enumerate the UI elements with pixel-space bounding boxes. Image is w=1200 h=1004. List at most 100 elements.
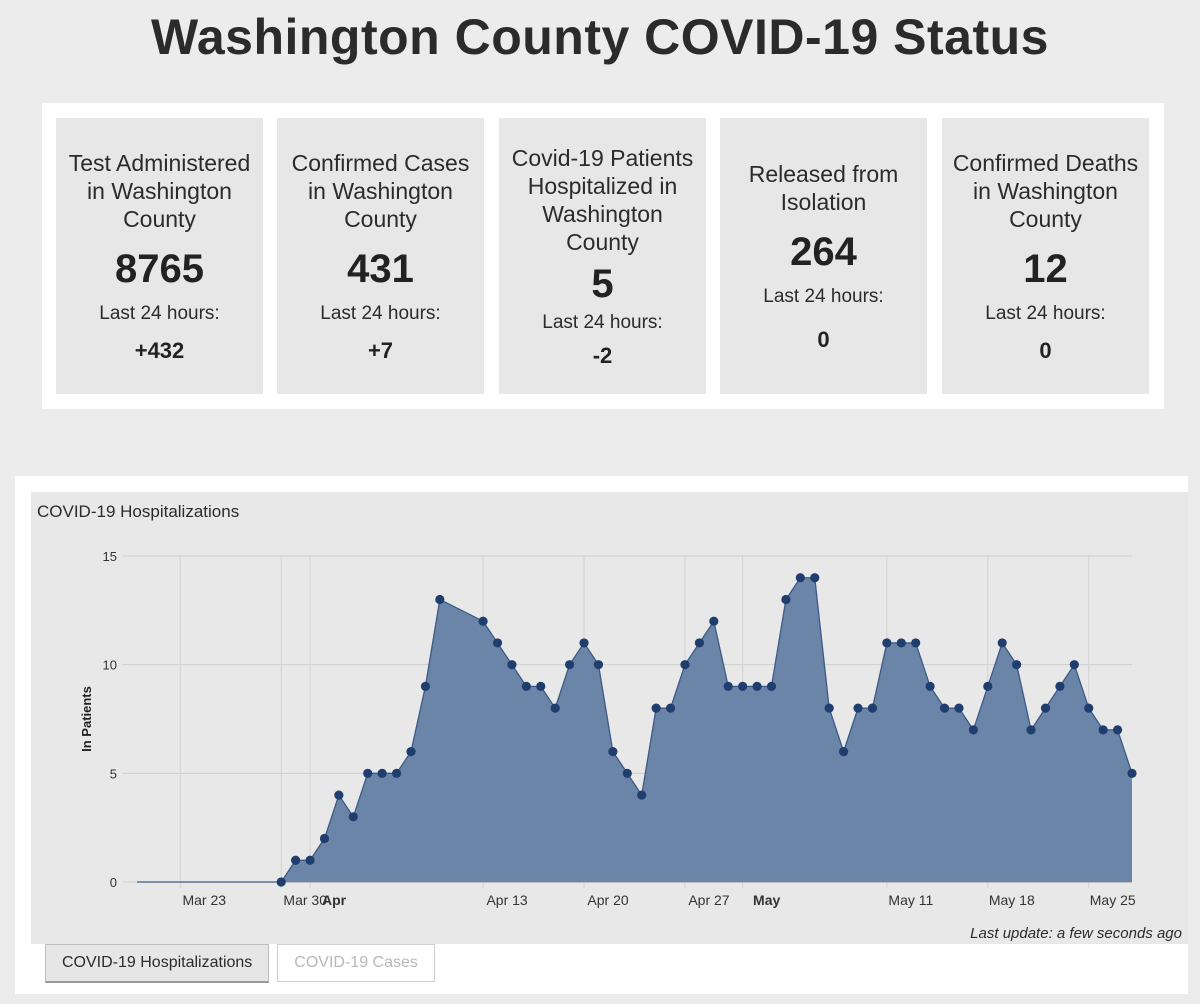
data-point [709, 616, 719, 626]
data-point [853, 703, 863, 713]
stat-label: Released from Isolation [748, 161, 899, 215]
data-point [665, 703, 676, 713]
y-tick-label: 5 [110, 766, 117, 781]
y-axis-label: In Patients [79, 686, 94, 752]
data-point [565, 660, 575, 670]
data-point [521, 681, 531, 691]
data-point [766, 681, 777, 691]
stat-card-cases: Confirmed Cases in Washington County 431… [277, 118, 484, 394]
chart-panel: 0 5 10 15 Mar 23 Mar 30 Apr Apr 13 Apr 20 Apr 27 M… [15, 476, 1188, 994]
data-point [752, 681, 762, 691]
data-point [867, 703, 878, 713]
y-tick-label: 10 [103, 658, 117, 673]
data-point [1012, 660, 1022, 670]
stat-delta: +432 [134, 338, 185, 363]
data-point [593, 660, 604, 670]
y-tick-label: 0 [110, 875, 117, 890]
data-point [478, 616, 488, 626]
data-point [723, 681, 733, 691]
data-point [334, 790, 344, 800]
data-point [925, 681, 935, 691]
data-point [997, 638, 1007, 648]
stat-sub-label: Last 24 hours: [320, 303, 441, 324]
data-point [1026, 725, 1036, 735]
stat-label: Confirmed Deaths in Washington County [952, 150, 1139, 232]
data-point [1127, 768, 1137, 778]
chart-title: COVID-19 Hospitalizations [37, 502, 240, 521]
stat-value: 264 [790, 230, 857, 274]
data-point [896, 638, 906, 648]
x-tick-label: Mar 30 [283, 892, 327, 908]
data-point [363, 768, 373, 778]
data-point [939, 703, 950, 713]
data-point [492, 638, 503, 648]
data-point [406, 747, 416, 757]
data-point [1084, 703, 1094, 713]
stat-value: 8765 [115, 247, 204, 291]
x-tick-label: May 18 [989, 892, 1035, 908]
data-point [1069, 660, 1079, 670]
x-tick-label: Apr 13 [486, 892, 527, 908]
data-point [911, 638, 921, 648]
stat-delta: +7 [367, 338, 394, 363]
data-point [968, 725, 978, 735]
data-point [377, 768, 387, 778]
x-tick-label: Apr [322, 892, 347, 908]
tab-hospitalizations[interactable]: COVID-19 Hospitalizations [45, 944, 270, 983]
stat-sub-label: Last 24 hours: [985, 303, 1106, 324]
data-point [391, 768, 402, 778]
stat-card-hospitalized: Covid-19 Patients Hospitalized in Washin… [499, 118, 706, 394]
stat-card-released: Released from Isolation 264 Last 24 hour… [720, 118, 927, 394]
data-point [1055, 681, 1065, 691]
stat-card-tests: Test Administered in Washington County 8… [56, 118, 263, 394]
data-point [651, 703, 661, 713]
data-point [882, 638, 892, 648]
stat-label: Confirmed Cases in Washington County [291, 150, 470, 232]
data-point [319, 833, 330, 844]
stat-sub-label: Last 24 hours: [99, 303, 220, 324]
data-point [810, 573, 820, 583]
data-point [795, 573, 805, 583]
stat-delta: 0 [1039, 338, 1052, 363]
data-point [579, 638, 589, 648]
data-point [291, 855, 301, 865]
y-tick-label: 15 [103, 549, 117, 564]
last-update-text: Last update: a few seconds ago [970, 925, 1182, 942]
data-point [536, 681, 546, 691]
data-point [954, 703, 964, 713]
data-point [435, 594, 445, 605]
stat-value: 431 [347, 247, 414, 291]
chart-area: 0 5 10 15 Mar 23 Mar 30 Apr Apr 13 Apr 20 Apr 27 M… [31, 492, 1188, 944]
x-tick-label: Mar 23 [182, 892, 226, 908]
data-point [550, 703, 560, 713]
data-point [738, 681, 748, 691]
stat-delta: 0 [817, 327, 830, 352]
data-point [694, 638, 704, 648]
series-area [137, 577, 1132, 882]
data-point [637, 790, 647, 800]
stat-value: 12 [1023, 247, 1068, 291]
x-tick-label: Apr 20 [587, 892, 628, 908]
x-tick-label: May 25 [1090, 892, 1136, 908]
data-point [507, 660, 517, 670]
stat-delta: -2 [592, 343, 613, 368]
tab-cases[interactable]: COVID-19 Cases [277, 944, 435, 982]
x-tick-label: Apr 27 [688, 892, 729, 908]
data-point [276, 877, 286, 887]
data-point [781, 594, 791, 605]
stat-sub-label: Last 24 hours: [763, 286, 884, 307]
data-point [1040, 703, 1051, 713]
data-point [622, 768, 632, 778]
stat-value: 5 [591, 262, 614, 306]
data-point [305, 855, 315, 865]
stat-sub-label: Last 24 hours: [542, 312, 663, 333]
data-point [680, 660, 690, 670]
stat-label: Covid-19 Patients Hospitalized in Washin… [511, 145, 694, 255]
stat-label: Test Administered in Washington County [68, 150, 251, 232]
data-point [1112, 725, 1123, 735]
data-point [1098, 725, 1108, 735]
stat-card-deaths: Confirmed Deaths in Washington County 12… [942, 118, 1149, 394]
stats-panel: Test Administered in Washington County 8… [42, 103, 1164, 409]
page-title: Washington County COVID-19 Status [151, 9, 1049, 65]
